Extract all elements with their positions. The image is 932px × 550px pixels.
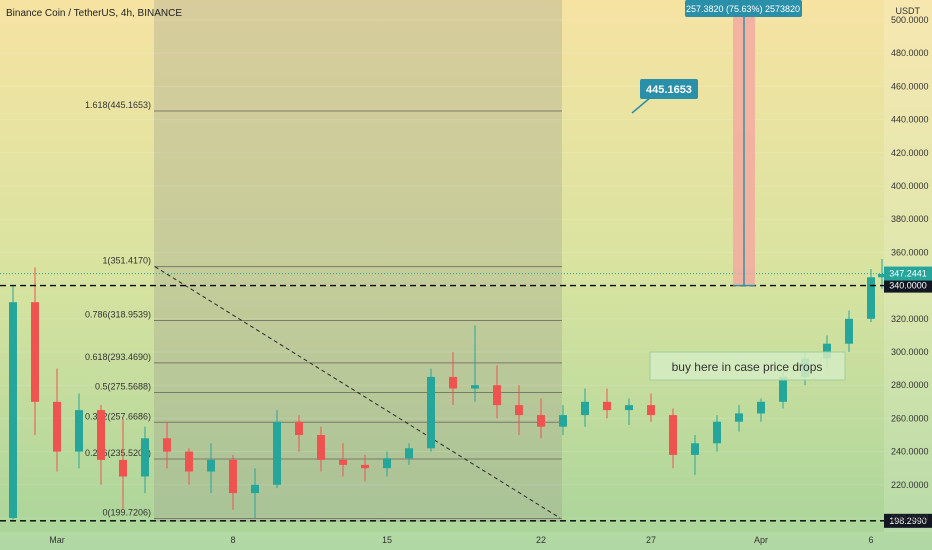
candle-body bbox=[9, 302, 17, 518]
time-tick-label: Apr bbox=[754, 535, 768, 545]
candle-body bbox=[537, 415, 545, 427]
fib-range-band bbox=[154, 0, 562, 522]
fib-level-label: 0.236(235.5209) bbox=[85, 448, 151, 458]
price-tick-label: 380.0000 bbox=[891, 214, 929, 224]
line-340-tag bbox=[884, 278, 932, 293]
chart-title: Binance Coin / TetherUS, 4h, BINANCE bbox=[6, 8, 182, 19]
candle-body bbox=[471, 385, 479, 389]
fib-level-label: 0.382(257.6686) bbox=[85, 411, 151, 421]
candle-body bbox=[207, 459, 215, 472]
time-axis-background bbox=[0, 532, 932, 550]
price-tick-label: 240.0000 bbox=[891, 447, 929, 457]
candle-body bbox=[603, 401, 611, 411]
candle-body bbox=[427, 376, 435, 449]
candle-body bbox=[779, 376, 787, 402]
candle-body bbox=[735, 413, 743, 422]
price-tick-label: 220.0000 bbox=[891, 480, 929, 490]
candle-body bbox=[581, 401, 589, 416]
candle-body bbox=[53, 401, 61, 452]
price-tick-label: 300.0000 bbox=[891, 347, 929, 357]
candle-body bbox=[845, 318, 853, 344]
price-tick-label: 200.0000 bbox=[891, 513, 929, 523]
line-340-tag-label: 340.0000 bbox=[889, 281, 927, 291]
candle-body bbox=[559, 415, 567, 427]
candle-body bbox=[97, 410, 105, 460]
candle-body bbox=[713, 421, 721, 444]
price-tick-label: 480.0000 bbox=[891, 48, 929, 58]
current-price-tag bbox=[884, 266, 932, 281]
candle-body bbox=[625, 405, 633, 411]
time-tick-label: 6 bbox=[868, 535, 873, 545]
candle-body bbox=[669, 415, 677, 455]
candle-body bbox=[339, 459, 347, 465]
price-tick-label: 360.0000 bbox=[891, 247, 929, 257]
time-tick-label: 15 bbox=[382, 535, 392, 545]
candle-body bbox=[647, 405, 655, 416]
candle-body bbox=[251, 484, 259, 494]
current-price-tag-label: 347.2441 bbox=[889, 269, 927, 279]
candle-body bbox=[361, 464, 369, 469]
fib-level-label: 0.786(318.9539) bbox=[85, 310, 151, 320]
candle-body bbox=[163, 438, 171, 452]
candle-body bbox=[691, 443, 699, 455]
note-box bbox=[649, 351, 846, 381]
candle-body bbox=[449, 376, 457, 389]
candle-body bbox=[493, 385, 501, 406]
candle-body bbox=[405, 448, 413, 459]
line-198-tag bbox=[884, 513, 932, 528]
candle-body bbox=[119, 459, 127, 477]
price-tick-label: 260.0000 bbox=[891, 413, 929, 423]
price-tick-label: 400.0000 bbox=[891, 181, 929, 191]
target-callout-label: 445.1653 bbox=[646, 84, 692, 96]
candle-body bbox=[867, 277, 875, 319]
price-tick-label: 460.0000 bbox=[891, 81, 929, 91]
price-tick-label: 440.0000 bbox=[891, 115, 929, 125]
candle-body bbox=[383, 458, 391, 469]
fib-level-label: 0.5(275.5688) bbox=[95, 382, 151, 392]
target-callout-box bbox=[640, 79, 698, 99]
price-tick-label: 420.0000 bbox=[891, 148, 929, 158]
candle-body bbox=[823, 343, 831, 359]
candle-body bbox=[75, 410, 83, 452]
price-tick-label: 500.0000 bbox=[891, 15, 929, 25]
price-axis-unit: USDT bbox=[896, 6, 921, 16]
target-callout-pointer bbox=[631, 96, 652, 114]
line-198-tag-label: 198.2990 bbox=[889, 516, 927, 526]
measure-label-box bbox=[685, 0, 802, 17]
candle-body bbox=[295, 421, 303, 435]
price-tick-label: 280.0000 bbox=[891, 380, 929, 390]
time-tick-label: 8 bbox=[230, 535, 235, 545]
fib-level-label: 0.618(293.4690) bbox=[85, 352, 151, 362]
time-tick-label: 27 bbox=[646, 535, 656, 545]
time-tick-label: Mar bbox=[49, 535, 65, 545]
candle-body bbox=[515, 405, 523, 416]
fib-level-label: 0(199.7206) bbox=[102, 507, 151, 517]
note-text: buy here in case price drops bbox=[672, 360, 823, 374]
fib-level-label: 1(351.4170) bbox=[102, 256, 151, 266]
candle-body bbox=[273, 421, 281, 485]
candle-body bbox=[185, 451, 193, 472]
candle-body bbox=[141, 438, 149, 477]
time-tick-label: 22 bbox=[536, 535, 546, 545]
measure-label: 257.3820 (75.63%) 2573820 bbox=[686, 4, 800, 14]
candle-body bbox=[757, 401, 765, 414]
candle-body bbox=[31, 302, 39, 402]
price-axis-background bbox=[884, 0, 932, 532]
candle-body bbox=[317, 435, 325, 460]
candle-body bbox=[878, 273, 886, 278]
price-tick-label: 320.0000 bbox=[891, 314, 929, 324]
trend-line bbox=[154, 266, 561, 519]
fib-level-label: 1.618(445.1653) bbox=[85, 100, 151, 110]
candle-body bbox=[229, 459, 237, 494]
